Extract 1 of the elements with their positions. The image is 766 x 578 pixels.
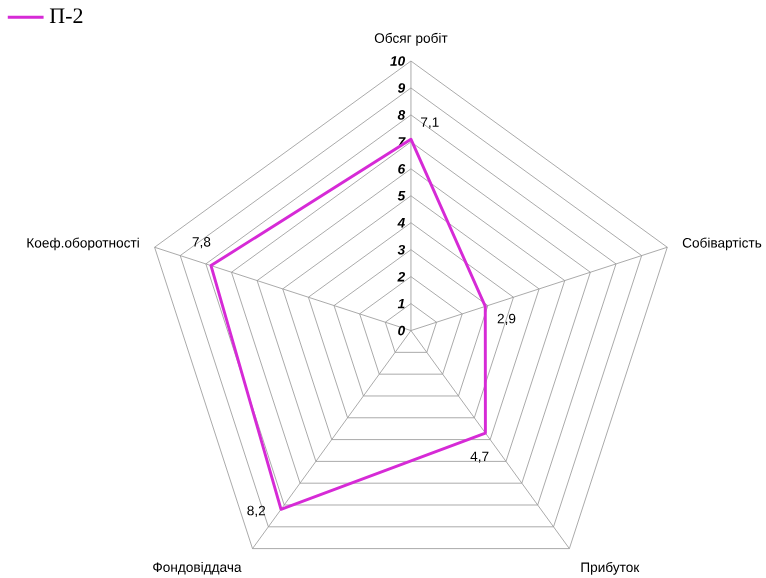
legend-label: П-2 (49, 7, 83, 23)
